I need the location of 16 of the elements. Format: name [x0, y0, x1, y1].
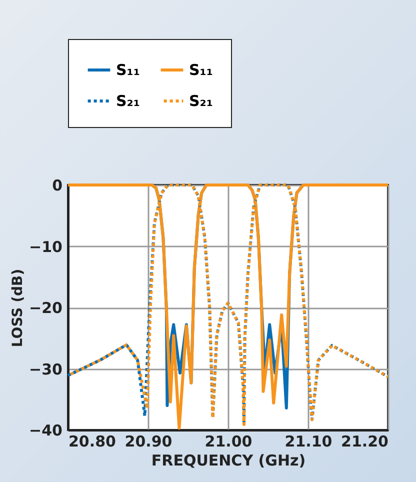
x-tick-label: 20.90 [124, 432, 172, 450]
x-tick-label: 21.00 [204, 432, 252, 450]
x-tick-label: 20.80 [68, 432, 116, 450]
legend-label: S₂₁ [189, 92, 213, 110]
y-tick-label: −40 [29, 422, 62, 440]
x-tick-label: 21.20 [341, 432, 388, 450]
y-tick-label: −10 [29, 238, 62, 256]
y-tick-label: −30 [29, 360, 62, 378]
legend-label: S₂₁ [116, 92, 140, 110]
x-tick-label: 21.10 [284, 432, 332, 450]
y-axis-title: LOSS (dB) [10, 268, 26, 348]
legend-label: S₁₁ [189, 61, 213, 79]
y-tick-label: 0 [52, 176, 62, 194]
y-tick-label: −20 [29, 299, 62, 317]
x-axis-title: FREQUENCY (GHz) [151, 452, 306, 470]
legend-label: S₁₁ [116, 61, 140, 79]
